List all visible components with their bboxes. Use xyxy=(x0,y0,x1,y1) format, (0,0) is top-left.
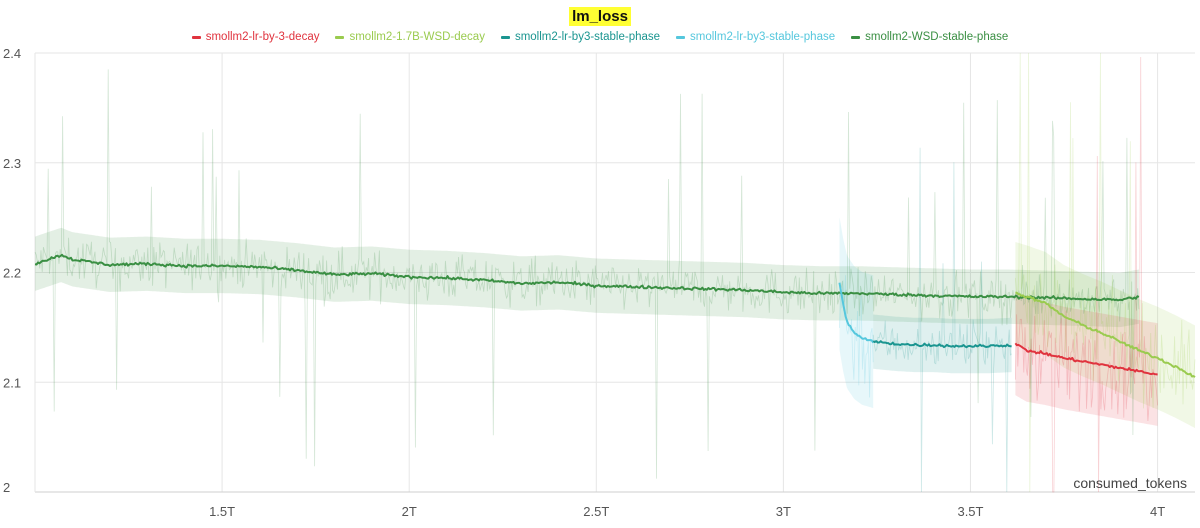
legend: smollm2-lr-by-3-decay smollm2-1.7B-WSD-de… xyxy=(0,31,1200,43)
y-tick-label: 2.1 xyxy=(3,375,21,390)
legend-swatch xyxy=(500,35,510,39)
series-band xyxy=(839,217,874,408)
y-tick-label: 2 xyxy=(3,480,10,495)
series-band xyxy=(35,227,1139,328)
tick-labels: 2 2.1 2.2 2.3 2.4 1.5T 2T 2.5T 3T 3.5T 4T xyxy=(3,46,1165,519)
x-tick-label: 3.5T xyxy=(957,504,983,519)
series-raw-trace xyxy=(34,69,1140,479)
legend-label: smollm2-WSD-stable-phase xyxy=(865,31,1009,43)
chart-title-container: lm_loss xyxy=(0,7,1200,26)
series-line xyxy=(838,282,875,344)
series-band xyxy=(873,314,1012,374)
x-axis-title: consumed_tokens xyxy=(1073,475,1187,491)
legend-swatch xyxy=(676,35,686,39)
series-band xyxy=(1015,292,1158,426)
series-lines xyxy=(34,253,1196,378)
x-tick-label: 2.5T xyxy=(583,504,609,519)
legend-item[interactable]: smollm2-lr-by-3-decay xyxy=(191,31,320,43)
legend-label: smollm2-lr-by3-stable-phase xyxy=(514,31,661,43)
legend-swatch xyxy=(191,35,201,39)
y-tick-label: 2.3 xyxy=(3,156,21,171)
series-line xyxy=(1014,342,1158,376)
series-raw-trace xyxy=(872,147,1012,493)
legend-item[interactable]: smollm2-WSD-stable-phase xyxy=(851,31,1008,43)
y-tick-label: 2.2 xyxy=(3,266,21,281)
x-tick-label: 3T xyxy=(776,504,791,519)
legend-label: smollm2-lr-by3-stable-phase xyxy=(690,31,836,43)
legend-swatch xyxy=(335,35,345,39)
legend-item[interactable]: smollm2-1.7B-WSD-decay xyxy=(335,31,485,43)
y-tick-label: 2.4 xyxy=(3,46,21,61)
x-tick-label: 2T xyxy=(402,504,417,519)
legend-label: smollm2-1.7B-WSD-decay xyxy=(349,31,485,43)
x-tick-label: 4T xyxy=(1150,504,1165,519)
legend-item[interactable]: smollm2-lr-by3-stable-phase xyxy=(676,31,835,43)
series-raw-trace xyxy=(1015,56,1158,493)
series-line xyxy=(872,340,1012,349)
chart-title: lm_loss xyxy=(569,7,631,26)
series-raw-trace xyxy=(839,275,874,398)
legend-label: smollm2-lr-by-3-decay xyxy=(205,31,320,43)
series-line xyxy=(34,253,1140,302)
grid xyxy=(34,52,1195,493)
legend-swatch xyxy=(851,35,861,39)
legend-item[interactable]: smollm2-lr-by3-stable-phase xyxy=(500,31,661,43)
series-line xyxy=(1015,291,1196,378)
x-tick-label: 1.5T xyxy=(209,504,235,519)
